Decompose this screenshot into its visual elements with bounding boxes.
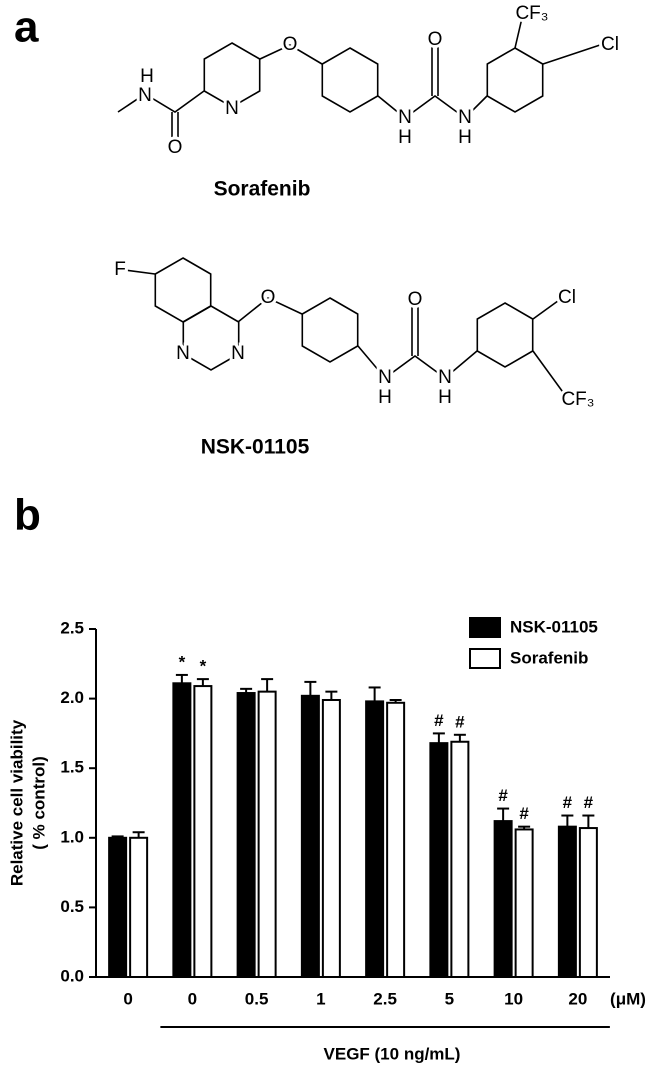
x-tick-label: 0	[188, 989, 197, 1008]
y-tick-label: 1.5	[60, 758, 84, 777]
atom-label: O	[168, 137, 183, 158]
bond	[117, 90, 205, 113]
y-tick-label: 1.0	[60, 827, 84, 846]
x-tick-label: 10	[504, 989, 523, 1008]
bond	[237, 297, 303, 323]
bond	[357, 345, 478, 380]
bond	[514, 17, 523, 49]
bar	[257, 690, 277, 978]
atom-label: N	[458, 107, 472, 128]
significance-mark: #	[563, 793, 573, 812]
bond	[532, 297, 563, 320]
ring	[301, 297, 359, 363]
bar	[450, 740, 470, 979]
structure-sorafenib	[117, 17, 601, 145]
bond	[259, 44, 323, 65]
bar	[193, 685, 213, 979]
atom-label: O	[408, 289, 423, 310]
bar	[108, 836, 128, 978]
bar	[321, 698, 341, 978]
bar	[300, 694, 320, 978]
bar	[493, 820, 513, 979]
atom-label: H	[378, 387, 392, 408]
atom-label: Cl	[601, 34, 619, 55]
legend-swatch	[469, 648, 501, 669]
bar	[578, 827, 598, 979]
atom-label: N	[378, 367, 392, 388]
atom-label: H	[398, 127, 412, 148]
y-tick-label: 2.5	[60, 618, 84, 637]
bond	[532, 350, 566, 396]
x-tick-label: 0	[123, 989, 132, 1008]
atom-label: H	[458, 127, 472, 148]
ring	[486, 47, 544, 113]
ring	[321, 47, 379, 113]
atom-label: O	[283, 34, 298, 55]
atom-label: N	[231, 343, 245, 364]
atom-label: CF₃	[515, 3, 548, 24]
significance-mark: #	[519, 804, 529, 823]
atom-label: N	[438, 367, 452, 388]
y-tick-label: 2.0	[60, 688, 84, 707]
bar	[365, 700, 385, 978]
significance-mark: #	[584, 793, 594, 812]
atom-label: N	[176, 343, 190, 364]
y-axis-label: ( % control)	[29, 756, 48, 850]
bar	[429, 742, 449, 978]
atom-label: Cl	[558, 287, 576, 308]
bond	[542, 44, 601, 65]
significance-mark: #	[498, 786, 508, 805]
significance-mark: #	[434, 711, 444, 730]
legend-label: Sorafenib	[510, 648, 588, 667]
bar	[172, 682, 192, 979]
bond	[377, 95, 488, 120]
atom-label: O	[428, 29, 443, 50]
bar	[557, 825, 577, 978]
atom-label: H	[140, 66, 154, 87]
bar	[129, 836, 149, 978]
bar	[386, 701, 406, 978]
atom-label: O	[261, 287, 276, 308]
x-tick-label: 20	[568, 989, 587, 1008]
legend-label: NSK-01105	[510, 617, 598, 636]
y-axis-label: Relative cell viability	[7, 719, 26, 886]
compound-name: NSK-01105	[201, 436, 310, 459]
atom-label: CF₃	[561, 389, 594, 410]
x-tick-label: 0.5	[245, 989, 269, 1008]
atom-label: N	[398, 107, 412, 128]
legend-swatch	[469, 617, 501, 638]
x-tick-label: 2.5	[373, 989, 397, 1008]
compound-name: Sorafenib	[214, 178, 311, 201]
x-tick-label: 5	[445, 989, 454, 1008]
significance-mark: *	[200, 657, 207, 676]
bar	[236, 692, 256, 978]
atom-label: N	[225, 98, 239, 119]
atom-label: N	[138, 85, 152, 106]
structure-nsk	[124, 269, 566, 396]
y-tick-label: 0.5	[60, 897, 84, 916]
y-tick-label: 0.0	[60, 966, 84, 985]
panel-label: a	[14, 3, 39, 52]
atom-label: H	[438, 387, 452, 408]
x-unit: (μM)	[610, 989, 646, 1008]
bond	[124, 269, 156, 275]
atom-label: F	[114, 259, 126, 280]
bar	[514, 828, 534, 978]
significance-mark: *	[179, 652, 186, 671]
ring	[203, 42, 261, 108]
ring	[154, 257, 212, 323]
x-tick-label: 1	[316, 989, 325, 1008]
panel-label: b	[14, 491, 41, 540]
significance-mark: #	[455, 712, 465, 731]
group-label: VEGF (10 ng/mL)	[324, 1044, 461, 1063]
ring	[476, 302, 534, 368]
